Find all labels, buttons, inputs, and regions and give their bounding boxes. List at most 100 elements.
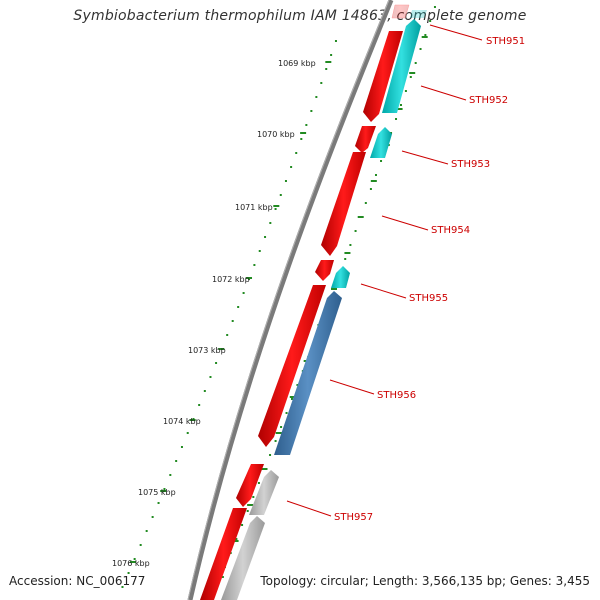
accession-text: Accession: NC_006177 bbox=[9, 574, 146, 588]
ruler-tick-minor bbox=[274, 208, 277, 210]
ruler-tick-minor bbox=[296, 384, 299, 386]
ruler-tick-minor bbox=[390, 132, 393, 134]
gene-sth958-reverse[interactable] bbox=[221, 516, 265, 600]
genome-backbone bbox=[187, 0, 394, 600]
gene-sth952-reverse[interactable] bbox=[382, 19, 421, 113]
ruler-label-1071: 1071 kbp bbox=[235, 203, 273, 212]
ruler-tick-minor bbox=[424, 34, 427, 36]
ruler-tick-minor bbox=[133, 558, 136, 560]
ruler-tick-minor bbox=[237, 306, 240, 308]
ruler-label-1070: 1070 kbp bbox=[257, 130, 295, 139]
gene-label-sth956[interactable]: STH956 bbox=[377, 390, 416, 401]
ruler-tick-minor bbox=[127, 572, 130, 574]
ruler-tick-minor bbox=[354, 230, 357, 232]
ruler-tick-minor bbox=[414, 62, 417, 64]
ruler-tick-minor bbox=[231, 320, 234, 322]
ruler-tick-minor bbox=[198, 404, 201, 406]
gene-label-sth955[interactable]: STH955 bbox=[409, 293, 448, 304]
ruler-tick-minor bbox=[344, 258, 347, 260]
ruler-label-1076: 1076 kbp bbox=[112, 559, 150, 568]
gene-sth956-forward[interactable] bbox=[258, 285, 326, 447]
ruler-tick-major bbox=[409, 72, 416, 74]
ruler-tick-minor bbox=[252, 496, 255, 498]
ruler-tick-major bbox=[344, 252, 351, 254]
ruler-tick-minor bbox=[279, 194, 282, 196]
ruler-label-1074: 1074 kbp bbox=[163, 417, 201, 426]
gene-sth953-forward[interactable] bbox=[355, 126, 376, 153]
ruler-tick-major bbox=[421, 36, 428, 38]
ruler-tick-minor bbox=[186, 432, 189, 434]
ruler-tick-minor bbox=[269, 454, 272, 456]
gene-sth954-forward[interactable] bbox=[321, 152, 366, 256]
ruler-tick-minor bbox=[433, 6, 436, 8]
ruler-tick-minor bbox=[274, 440, 277, 442]
gene-label-sth954[interactable]: STH954 bbox=[431, 225, 470, 236]
ruler-tick-minor bbox=[157, 502, 160, 504]
ruler-tick-minor bbox=[241, 524, 244, 526]
gene-sth955-forward[interactable] bbox=[315, 260, 334, 281]
gene-label-sth951[interactable]: STH951 bbox=[486, 36, 525, 47]
ruler-tick-minor bbox=[269, 222, 272, 224]
ruler-tick-minor bbox=[290, 398, 293, 400]
gene-sth951-forward[interactable] bbox=[391, 4, 410, 19]
ruler-tick-major bbox=[300, 132, 307, 134]
ruler-tick-major bbox=[232, 540, 239, 542]
ruler-tick-major bbox=[289, 396, 296, 398]
ruler-tick-minor bbox=[310, 110, 313, 112]
ruler-tick-major bbox=[357, 216, 364, 218]
ruler-tick-minor bbox=[280, 426, 283, 428]
ruler-tick-minor bbox=[175, 460, 178, 462]
gene-sth951-reverse[interactable] bbox=[410, 10, 427, 18]
gene-label-sth953[interactable]: STH953 bbox=[451, 159, 490, 170]
ruler-tick-minor bbox=[264, 236, 267, 238]
gene-label-sth952[interactable]: STH952 bbox=[469, 95, 508, 106]
ruler-tick-major bbox=[331, 288, 338, 290]
ruler-tick-minor bbox=[246, 510, 249, 512]
gene-sth955-reverse[interactable] bbox=[331, 266, 350, 288]
ruler-tick-minor bbox=[284, 180, 287, 182]
ruler-tick-minor bbox=[364, 202, 367, 204]
ruler-tick-minor bbox=[419, 48, 422, 50]
ruler-tick-minor bbox=[209, 376, 212, 378]
ruler-tick-minor bbox=[139, 544, 142, 546]
gene-sth956-reverse[interactable] bbox=[274, 291, 342, 455]
ruler-tick-minor bbox=[404, 90, 407, 92]
ruler-tick-minor bbox=[285, 412, 288, 414]
gene-sth952-forward[interactable] bbox=[363, 31, 403, 122]
gene-sth957-reverse[interactable] bbox=[249, 470, 279, 515]
ruler-tick-minor bbox=[163, 488, 166, 490]
ruler-tick-minor bbox=[215, 362, 218, 364]
ruler-tick-minor bbox=[399, 104, 402, 106]
ruler-label-1072: 1072 kbp bbox=[212, 275, 250, 284]
gene-sth957-forward[interactable] bbox=[236, 464, 264, 507]
gene-label-sth957[interactable]: STH957 bbox=[334, 512, 373, 523]
ruler-label-1069: 1069 kbp bbox=[278, 59, 316, 68]
gene-sth953-reverse[interactable] bbox=[370, 127, 392, 158]
ruler-tick-major bbox=[189, 419, 196, 421]
ruler-tick-major bbox=[218, 348, 225, 350]
ruler-tick-minor bbox=[253, 264, 256, 266]
ruler-tick-minor bbox=[180, 446, 183, 448]
ruler-tick-major bbox=[275, 432, 282, 434]
ruler-tick-minor bbox=[374, 174, 377, 176]
ruler-tick-minor bbox=[395, 118, 398, 120]
ruler-tick-major bbox=[247, 504, 254, 506]
ruler-tick-minor bbox=[380, 160, 383, 162]
ruler-tick-major bbox=[396, 108, 403, 110]
ruler-tick-minor bbox=[290, 166, 293, 168]
ruler-tick-minor bbox=[151, 516, 154, 518]
ruler-tick-minor bbox=[203, 390, 206, 392]
ruler-tick-minor bbox=[429, 20, 432, 22]
ruler-tick-minor bbox=[315, 96, 318, 98]
gene-sth958-forward[interactable] bbox=[200, 508, 247, 600]
ruler-tick-minor bbox=[242, 292, 245, 294]
ruler-label-1075: 1075 kbp bbox=[138, 488, 176, 497]
ruler-tick-minor bbox=[295, 152, 298, 154]
ruler-tick-minor bbox=[235, 538, 238, 540]
ruler-tick-major bbox=[246, 277, 253, 279]
ruler-tick-minor bbox=[145, 530, 148, 532]
gene-leader-lines bbox=[286, 24, 483, 517]
ruler-tick-minor bbox=[226, 334, 229, 336]
